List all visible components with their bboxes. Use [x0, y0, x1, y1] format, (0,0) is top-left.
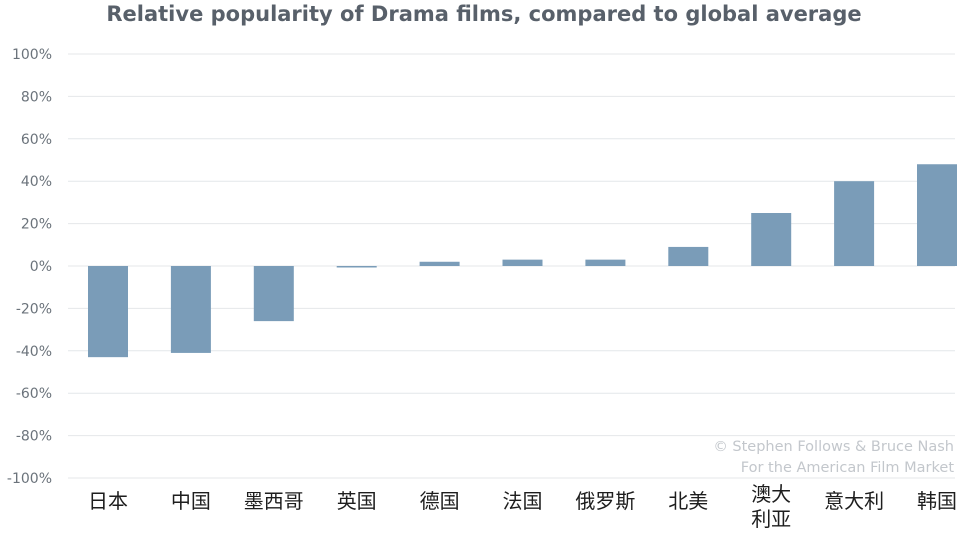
credit-line-2-text: For the American Film Market: [740, 460, 954, 476]
y-tick-label: 100%: [12, 47, 52, 63]
x-tick-label: 北美: [668, 489, 708, 513]
y-tick-label: 0%: [30, 259, 52, 275]
x-tick-label: 中国: [171, 489, 211, 513]
chart-title: Relative popularity of Drama films, comp…: [106, 2, 862, 26]
bar: [917, 164, 957, 266]
x-tick-label: 澳大: [751, 482, 791, 506]
y-tick-label: -80%: [16, 429, 52, 445]
bar: [502, 259, 543, 266]
y-tick-label: 20%: [21, 217, 52, 233]
y-axis-ticks: 100% 80% 60% 40% 20% 0% -20% -40% -60% -80% -100%: [7, 47, 52, 487]
y-tick-label: 80%: [21, 89, 52, 105]
x-tick-label: 墨西哥: [244, 489, 304, 513]
x-tick-label: 韩国: [917, 489, 957, 513]
y-tick-label: -100%: [7, 471, 52, 487]
x-tick-label: 利亚: [751, 507, 791, 531]
gridlines: [68, 53, 955, 479]
bar: [585, 259, 626, 266]
bar: [170, 266, 211, 353]
x-tick-label: 俄罗斯: [575, 489, 635, 513]
bar: [419, 261, 460, 266]
x-tick-label: 法国: [503, 489, 543, 513]
x-tick-label: 英国: [337, 489, 377, 513]
bar: [253, 266, 294, 322]
bars: [88, 164, 957, 358]
bar: [668, 246, 709, 266]
y-tick-label: 60%: [21, 132, 52, 148]
credit-line-2: For the American Film Market: [740, 460, 954, 476]
x-tick-label: 意大利: [824, 489, 884, 513]
x-tick-label: 德国: [420, 489, 460, 513]
x-tick-label: 日本: [88, 489, 128, 513]
y-tick-label: -20%: [16, 301, 52, 317]
y-tick-label: 40%: [21, 174, 52, 190]
bar: [834, 181, 875, 266]
bar: [751, 213, 792, 266]
y-tick-label: -40%: [16, 344, 52, 360]
credit-line-1: © Stephen Follows & Bruce Nash: [713, 439, 954, 455]
bar: [336, 266, 377, 268]
y-tick-label: -60%: [16, 386, 52, 402]
bar: [88, 266, 128, 358]
